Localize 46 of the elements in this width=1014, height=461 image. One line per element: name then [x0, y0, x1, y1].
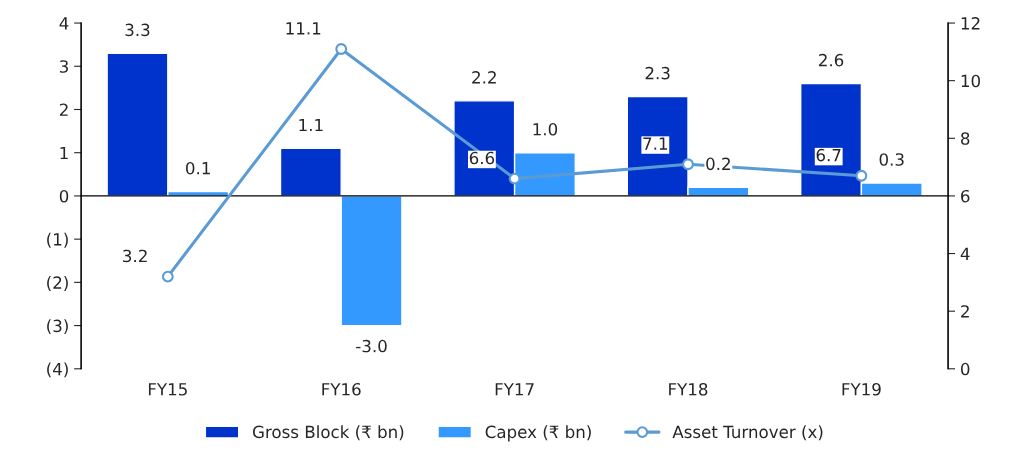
- x-tick-label: FY19: [842, 382, 881, 396]
- legend-label: Capex (₹ bn): [485, 425, 591, 442]
- y-tick-label: (2): [47, 276, 68, 291]
- data-label: 6.6: [469, 151, 495, 165]
- y-tick-label: 2: [59, 103, 68, 116]
- data-label: 1.1: [299, 118, 323, 132]
- x-tick-label: FY16: [322, 382, 361, 396]
- y2-tick-label: 6: [961, 189, 970, 203]
- data-label: 1.0: [533, 122, 558, 136]
- point: [335, 43, 348, 55]
- data-label: 0.3: [879, 153, 904, 166]
- data-label: 3.3: [125, 23, 150, 37]
- y-tick-label: 4: [59, 17, 69, 30]
- y-tick-label: 1: [60, 146, 68, 160]
- data-label: 6.7: [816, 148, 841, 162]
- data-label: 2.2: [472, 71, 496, 84]
- data-label: 2.6: [819, 53, 844, 67]
- data-label: 7.1: [643, 137, 668, 150]
- y2-tick-label: 4: [960, 247, 970, 260]
- x-tick-label: FY18: [669, 382, 708, 396]
- point: [508, 172, 521, 185]
- x-tick-label: FY15: [148, 383, 187, 396]
- y-tick-label: 0: [59, 189, 69, 203]
- bar: [279, 147, 342, 197]
- bar: [340, 195, 403, 327]
- y2-tick-label: 2: [961, 305, 969, 318]
- data-label: 0.1: [186, 161, 210, 175]
- y-tick-label: (1): [47, 232, 68, 248]
- point: [855, 169, 868, 182]
- point: [161, 270, 174, 283]
- data-label: -3.0: [356, 339, 387, 353]
- legend-label: Gross Block (₹ bn): [252, 425, 404, 441]
- point: [682, 158, 694, 171]
- y2-tick-label: 12: [961, 17, 980, 30]
- y-tick-label: (3): [47, 319, 68, 335]
- y-tick-label: 3: [59, 60, 68, 73]
- data-label: 3.2: [123, 249, 147, 263]
- y2-tick-label: 0: [960, 362, 970, 376]
- x-tick-label: FY17: [495, 383, 534, 396]
- data-label: 2.3: [645, 66, 670, 80]
- data-label: 0.2: [706, 157, 730, 171]
- y2-tick-label: 8: [961, 132, 970, 145]
- y2-tick-label: 10: [961, 74, 980, 88]
- y-tick-label: (4): [47, 362, 68, 378]
- legend-label: Asset Turnover (x): [672, 425, 823, 441]
- data-label: 11.1: [286, 22, 321, 35]
